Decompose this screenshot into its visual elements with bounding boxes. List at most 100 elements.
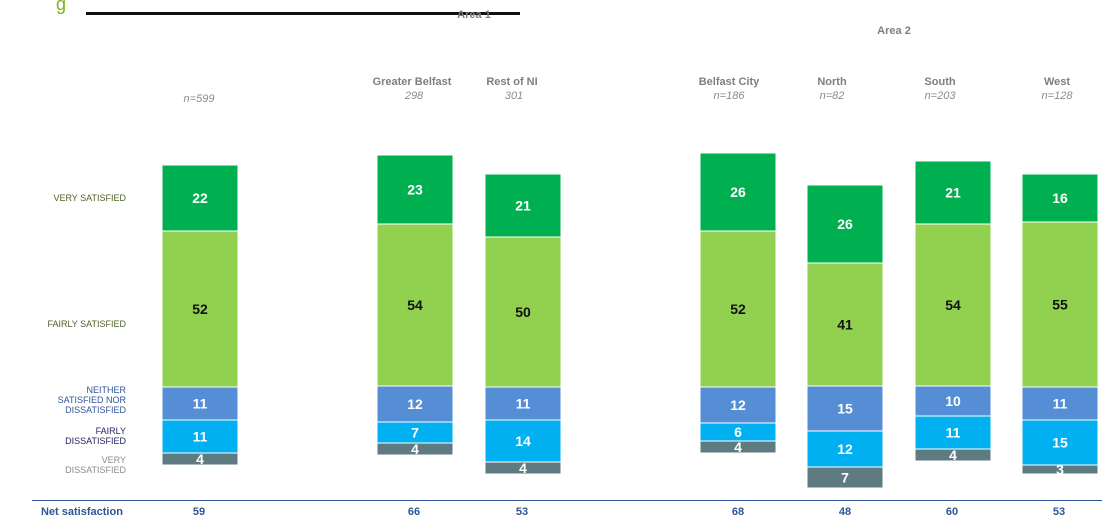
bar-segment-very-satisfied	[376, 154, 454, 225]
data-label: 12	[837, 441, 853, 457]
bar-segment-fairly-satisfied	[1021, 221, 1099, 388]
data-label: 7	[841, 470, 849, 486]
data-label: 11	[946, 425, 961, 441]
figure-title-rule	[86, 12, 520, 15]
legend-fairly-satisfied: FAIRLY SATISFIED	[47, 319, 126, 329]
data-label: 15	[837, 401, 853, 417]
bar-segment-neither	[699, 386, 777, 424]
bar-segment-fairly-dissatisfied	[161, 419, 239, 454]
net-satisfaction-value: 68	[731, 506, 745, 518]
column-name: West	[1043, 76, 1071, 88]
legend-fairly-dissatisfied: FAIRLY DISSATISFIED	[65, 426, 126, 446]
data-label: 41	[837, 317, 853, 333]
net-satisfaction-rule	[32, 500, 1102, 501]
legend-label: FAIRLY	[95, 426, 126, 436]
column-n: 301	[504, 90, 524, 102]
legend-neither: NEITHER SATISFIED NOR DISSATISFIED	[58, 385, 126, 415]
area-1-header: Area 1	[457, 9, 491, 21]
data-label: 12	[730, 397, 746, 413]
legend-label: VERY SATISFIED	[53, 193, 126, 203]
data-label: 12	[407, 396, 423, 412]
column-n: n=128	[1041, 90, 1073, 102]
bar-segment-very-satisfied	[914, 160, 992, 225]
column-name: Rest of NI	[486, 76, 538, 88]
data-label: 3	[1056, 462, 1064, 478]
data-label: 26	[730, 184, 746, 200]
data-label: 26	[837, 216, 853, 232]
data-label: 21	[945, 185, 961, 201]
legend-very-dissatisfied: VERY DISSATISFIED	[65, 455, 126, 475]
bar-segment-neither	[484, 386, 562, 421]
bar-segment-very-satisfied	[1021, 173, 1099, 223]
column-n: n=599	[183, 93, 215, 105]
column-n: n=186	[713, 90, 745, 102]
data-label: 4	[411, 441, 419, 457]
data-label: 7	[411, 425, 419, 441]
data-label: 50	[515, 304, 531, 320]
data-label: 54	[407, 297, 423, 313]
data-label: 4	[519, 460, 527, 476]
bar-segment-neither	[376, 385, 454, 423]
data-label: 4	[196, 451, 204, 467]
data-label: 4	[949, 447, 957, 463]
bar-segment-fairly-satisfied	[376, 223, 454, 387]
data-label: 22	[192, 190, 208, 206]
data-label: 16	[1052, 190, 1068, 206]
data-label: 21	[515, 198, 531, 214]
data-label: 4	[734, 439, 742, 455]
legend-label: VERY	[101, 455, 126, 465]
data-label: 11	[193, 429, 208, 445]
bar-segment-fairly-dissatisfied	[484, 419, 562, 463]
net-satisfaction-value: 53	[1052, 506, 1066, 518]
data-label: 23	[407, 182, 423, 198]
legend-label: SATISFIED NOR	[57, 395, 126, 405]
area-2-header: Area 2	[877, 25, 911, 37]
legend-label: FAIRLY SATISFIED	[47, 319, 126, 329]
bar-segment-fairly-satisfied	[699, 230, 777, 388]
net-satisfaction-label: Net satisfaction	[41, 506, 123, 518]
column-name: North	[817, 76, 847, 88]
bar-segment-fairly-satisfied	[484, 236, 562, 388]
bar-segment-very-satisfied	[806, 184, 884, 264]
net-satisfaction-value: 59	[192, 506, 206, 518]
bar-segment-fairly-dissatisfied	[1021, 419, 1099, 466]
column-name: Greater Belfast	[372, 76, 452, 88]
data-label: 6	[734, 424, 742, 440]
column-n: n=82	[819, 90, 845, 102]
figure-title-fragment: g	[56, 0, 67, 14]
data-label: 14	[515, 433, 531, 449]
legend-label: NEITHER	[86, 385, 126, 395]
data-label: 55	[1052, 297, 1068, 313]
legend-very-satisfied: VERY SATISFIED	[53, 193, 126, 203]
legend-label: DISSATISFIED	[65, 436, 126, 446]
data-label: 15	[1052, 435, 1068, 451]
bar-segment-fairly-dissatisfied	[914, 415, 992, 450]
bar-segment-neither	[806, 385, 884, 432]
column-name: South	[924, 76, 956, 88]
data-label: 11	[193, 396, 208, 412]
bar-segment-fairly-satisfied	[806, 262, 884, 387]
bar-segment-very-satisfied	[484, 173, 562, 238]
column-n: 298	[404, 90, 424, 102]
data-label: 54	[945, 297, 961, 313]
net-satisfaction-value: 66	[407, 506, 421, 518]
column-n: n=203	[924, 90, 956, 102]
net-satisfaction-value: 53	[515, 506, 529, 518]
data-label: 11	[1053, 396, 1068, 412]
bar-segment-fairly-satisfied	[161, 230, 239, 388]
data-label: 11	[516, 396, 531, 412]
legend-label: DISSATISFIED	[65, 405, 126, 415]
data-label: 10	[945, 393, 961, 409]
legend-label: DISSATISFIED	[65, 465, 126, 475]
net-satisfaction-value: 60	[945, 506, 959, 518]
bar-segment-fairly-satisfied	[914, 223, 992, 387]
data-label: 52	[730, 301, 746, 317]
bar-segment-very-satisfied	[699, 152, 777, 232]
data-label: 52	[192, 301, 208, 317]
net-satisfaction-value: 48	[838, 506, 852, 518]
column-name: Belfast City	[698, 76, 760, 88]
bar-segment-very-satisfied	[161, 164, 239, 232]
bar-segment-fairly-dissatisfied	[806, 430, 884, 468]
